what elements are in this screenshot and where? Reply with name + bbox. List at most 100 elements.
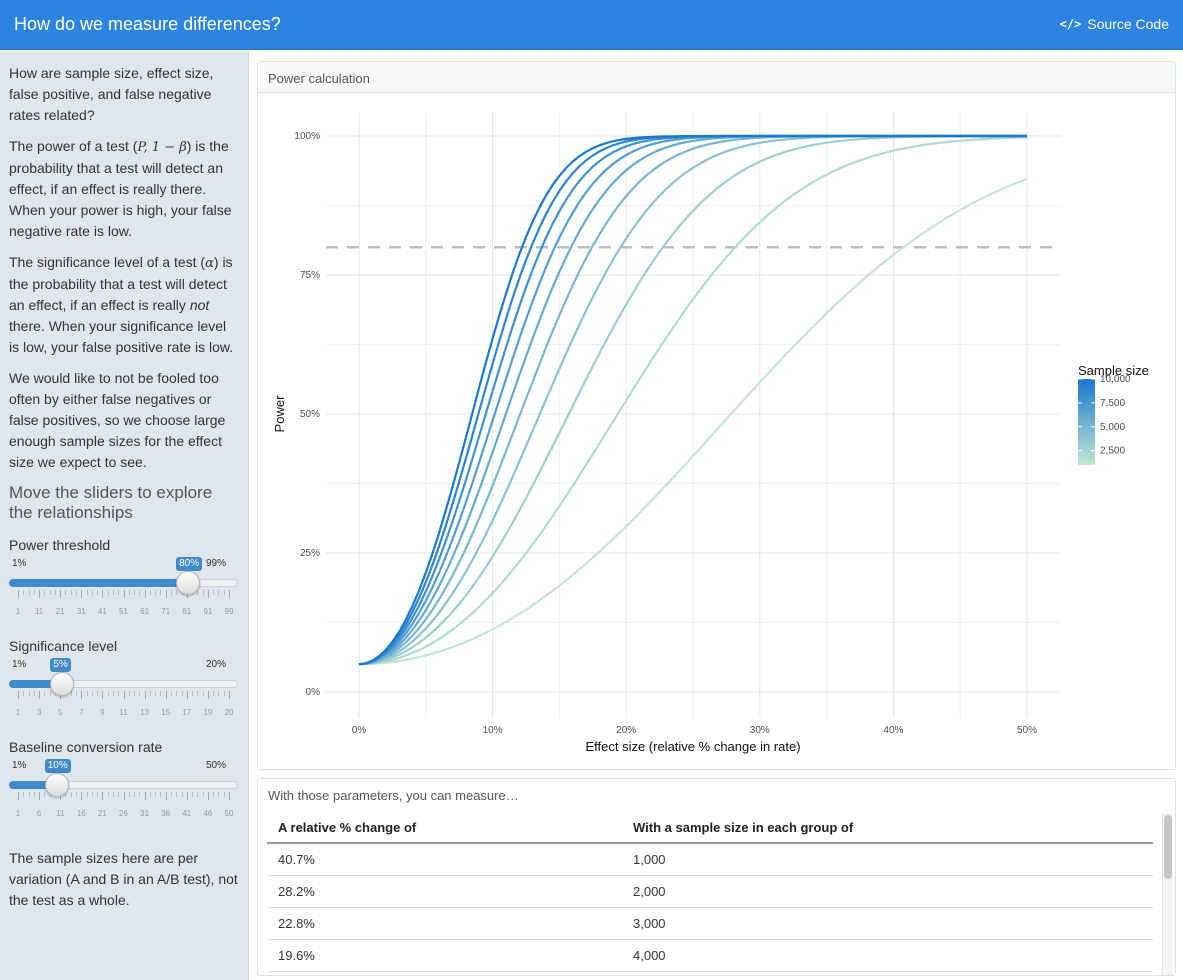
slider-grid-label: 36	[161, 809, 171, 818]
slider-tick	[155, 691, 157, 696]
slider-grid-label: 41	[97, 607, 107, 616]
x-tick-label: 20%	[616, 725, 636, 736]
slider-tick	[81, 691, 83, 699]
slider-power: Power threshold 1% 99% 80% 1 11 21 31 41 51 61 71 81…	[9, 535, 239, 636]
power-math: P, 1 − β	[137, 140, 187, 155]
slider-fill	[9, 781, 57, 789]
slider-grid-label: 71	[161, 607, 171, 616]
slider-tick	[170, 691, 172, 696]
slider-grid-label: 1	[15, 607, 21, 616]
slider-label: Power threshold	[9, 537, 111, 553]
slider-tick	[134, 691, 136, 696]
slider-tick	[39, 590, 41, 598]
power-text-1: The power of a test (	[9, 138, 138, 154]
slider-grid-label: 81	[182, 607, 192, 616]
slider-min-label: 1%	[9, 557, 30, 571]
power-curve-n2000	[358, 136, 1028, 666]
power-curve-n10000	[358, 134, 1027, 666]
cell-sample-size: 1,000	[622, 843, 1153, 876]
slider-grid-labels: 1 6 11 16 21 26 31 36 41 46 50	[16, 803, 234, 818]
slider-tick	[229, 590, 230, 598]
table-scrollbar[interactable]	[1162, 813, 1172, 975]
slider-tick	[118, 590, 120, 595]
slider-tick	[91, 590, 93, 595]
slider-handle[interactable]	[50, 672, 75, 696]
slider-max-label: 99%	[202, 557, 229, 571]
slider-grid-label: 5	[57, 708, 63, 717]
slider-handle[interactable]	[176, 571, 201, 595]
source-code-link[interactable]: </> Source Code	[1060, 16, 1169, 32]
slider-tick	[128, 792, 130, 797]
slider-tick	[81, 792, 83, 800]
cell-sample-size: 2,000	[622, 875, 1153, 908]
slider-tick	[97, 792, 99, 797]
slider-tick	[165, 590, 167, 598]
slider-grid-label: 91	[203, 607, 213, 616]
slider-tick	[97, 590, 99, 595]
table-row: 28.2% 2,000	[267, 875, 1153, 908]
significance-description: The significance level of a test (α) is …	[9, 252, 239, 358]
slider-grid-label: 3	[36, 708, 42, 717]
sig-math: α	[205, 256, 214, 271]
intro-text: How are sample size, effect size, false …	[9, 65, 214, 123]
slider-grid-label: 31	[140, 809, 150, 818]
cell-effect: 19.6%	[267, 939, 622, 972]
slider-tick	[118, 792, 120, 797]
slider-grid-label: 21	[97, 809, 107, 818]
slider-value-label: 5%	[50, 658, 71, 672]
slider-tick	[102, 590, 104, 598]
slider-max-label: 50%	[202, 759, 229, 773]
slider-grid-label: 19	[203, 708, 213, 717]
slider-tick	[18, 792, 19, 800]
slider-tick	[149, 792, 151, 797]
slider-tick	[176, 691, 178, 696]
footer-note: The sample sizes here are per variation …	[9, 850, 238, 908]
x-axis-title: Effect size (relative % change in rate)	[585, 739, 800, 754]
slider-tick	[160, 590, 162, 595]
slider-tick	[139, 792, 141, 797]
slider-tick	[76, 590, 78, 595]
slider-value-label: 10%	[44, 759, 71, 773]
cell-sample-size: 3,000	[622, 907, 1153, 940]
slider-grid-label: 26	[119, 809, 128, 818]
slider-tick	[102, 792, 104, 800]
slider-grid-label: 17	[182, 708, 192, 717]
slider-grid-label: 15	[161, 708, 171, 717]
slider-grid-label: 20	[224, 708, 234, 717]
slider-grid-labels: 1 11 21 31 41 51 61 71 81 91 99	[16, 601, 234, 616]
slider-tick	[149, 590, 151, 595]
slider-tick	[33, 792, 35, 797]
slider-tick	[128, 691, 130, 696]
sig-text-1: The significance level of a test (	[9, 254, 206, 270]
slider-tick	[33, 590, 35, 595]
slider-label: Baseline conversion rate	[9, 739, 163, 755]
slider-grid-label: 9	[100, 708, 105, 717]
x-tick-label: 30%	[750, 725, 770, 736]
slider-tick	[112, 691, 114, 696]
slider-handle[interactable]	[44, 773, 69, 797]
slider-tick	[197, 590, 199, 595]
slider-tick	[223, 691, 225, 696]
slider-tick	[181, 792, 183, 797]
scrollbar-thumb[interactable]	[1164, 815, 1172, 879]
slider-tick	[86, 590, 88, 595]
slider-tick	[229, 792, 230, 800]
slider-tick	[76, 792, 78, 797]
slider-tick	[49, 691, 51, 696]
cell-effect: 28.2%	[267, 875, 622, 908]
slider-tick	[213, 792, 215, 797]
table-row: 22.8% 3,000	[267, 907, 1153, 940]
column-header-sample-size[interactable]: With a sample size in each group of	[622, 812, 1153, 844]
slider-grid-label: 13	[140, 708, 150, 717]
code-icon: </>	[1059, 17, 1082, 31]
slider-tick	[18, 590, 19, 598]
slider-tick	[197, 691, 199, 696]
slider-tick	[18, 691, 19, 699]
slider-tick	[144, 691, 146, 699]
slider-ticks	[18, 691, 232, 699]
legend-label: 5,000	[1100, 422, 1125, 433]
slider-grid-label: 61	[140, 607, 150, 616]
slider-tick	[213, 691, 215, 696]
slider-grid-label: 1	[15, 809, 21, 818]
column-header-effect[interactable]: A relative % change of	[267, 812, 622, 844]
